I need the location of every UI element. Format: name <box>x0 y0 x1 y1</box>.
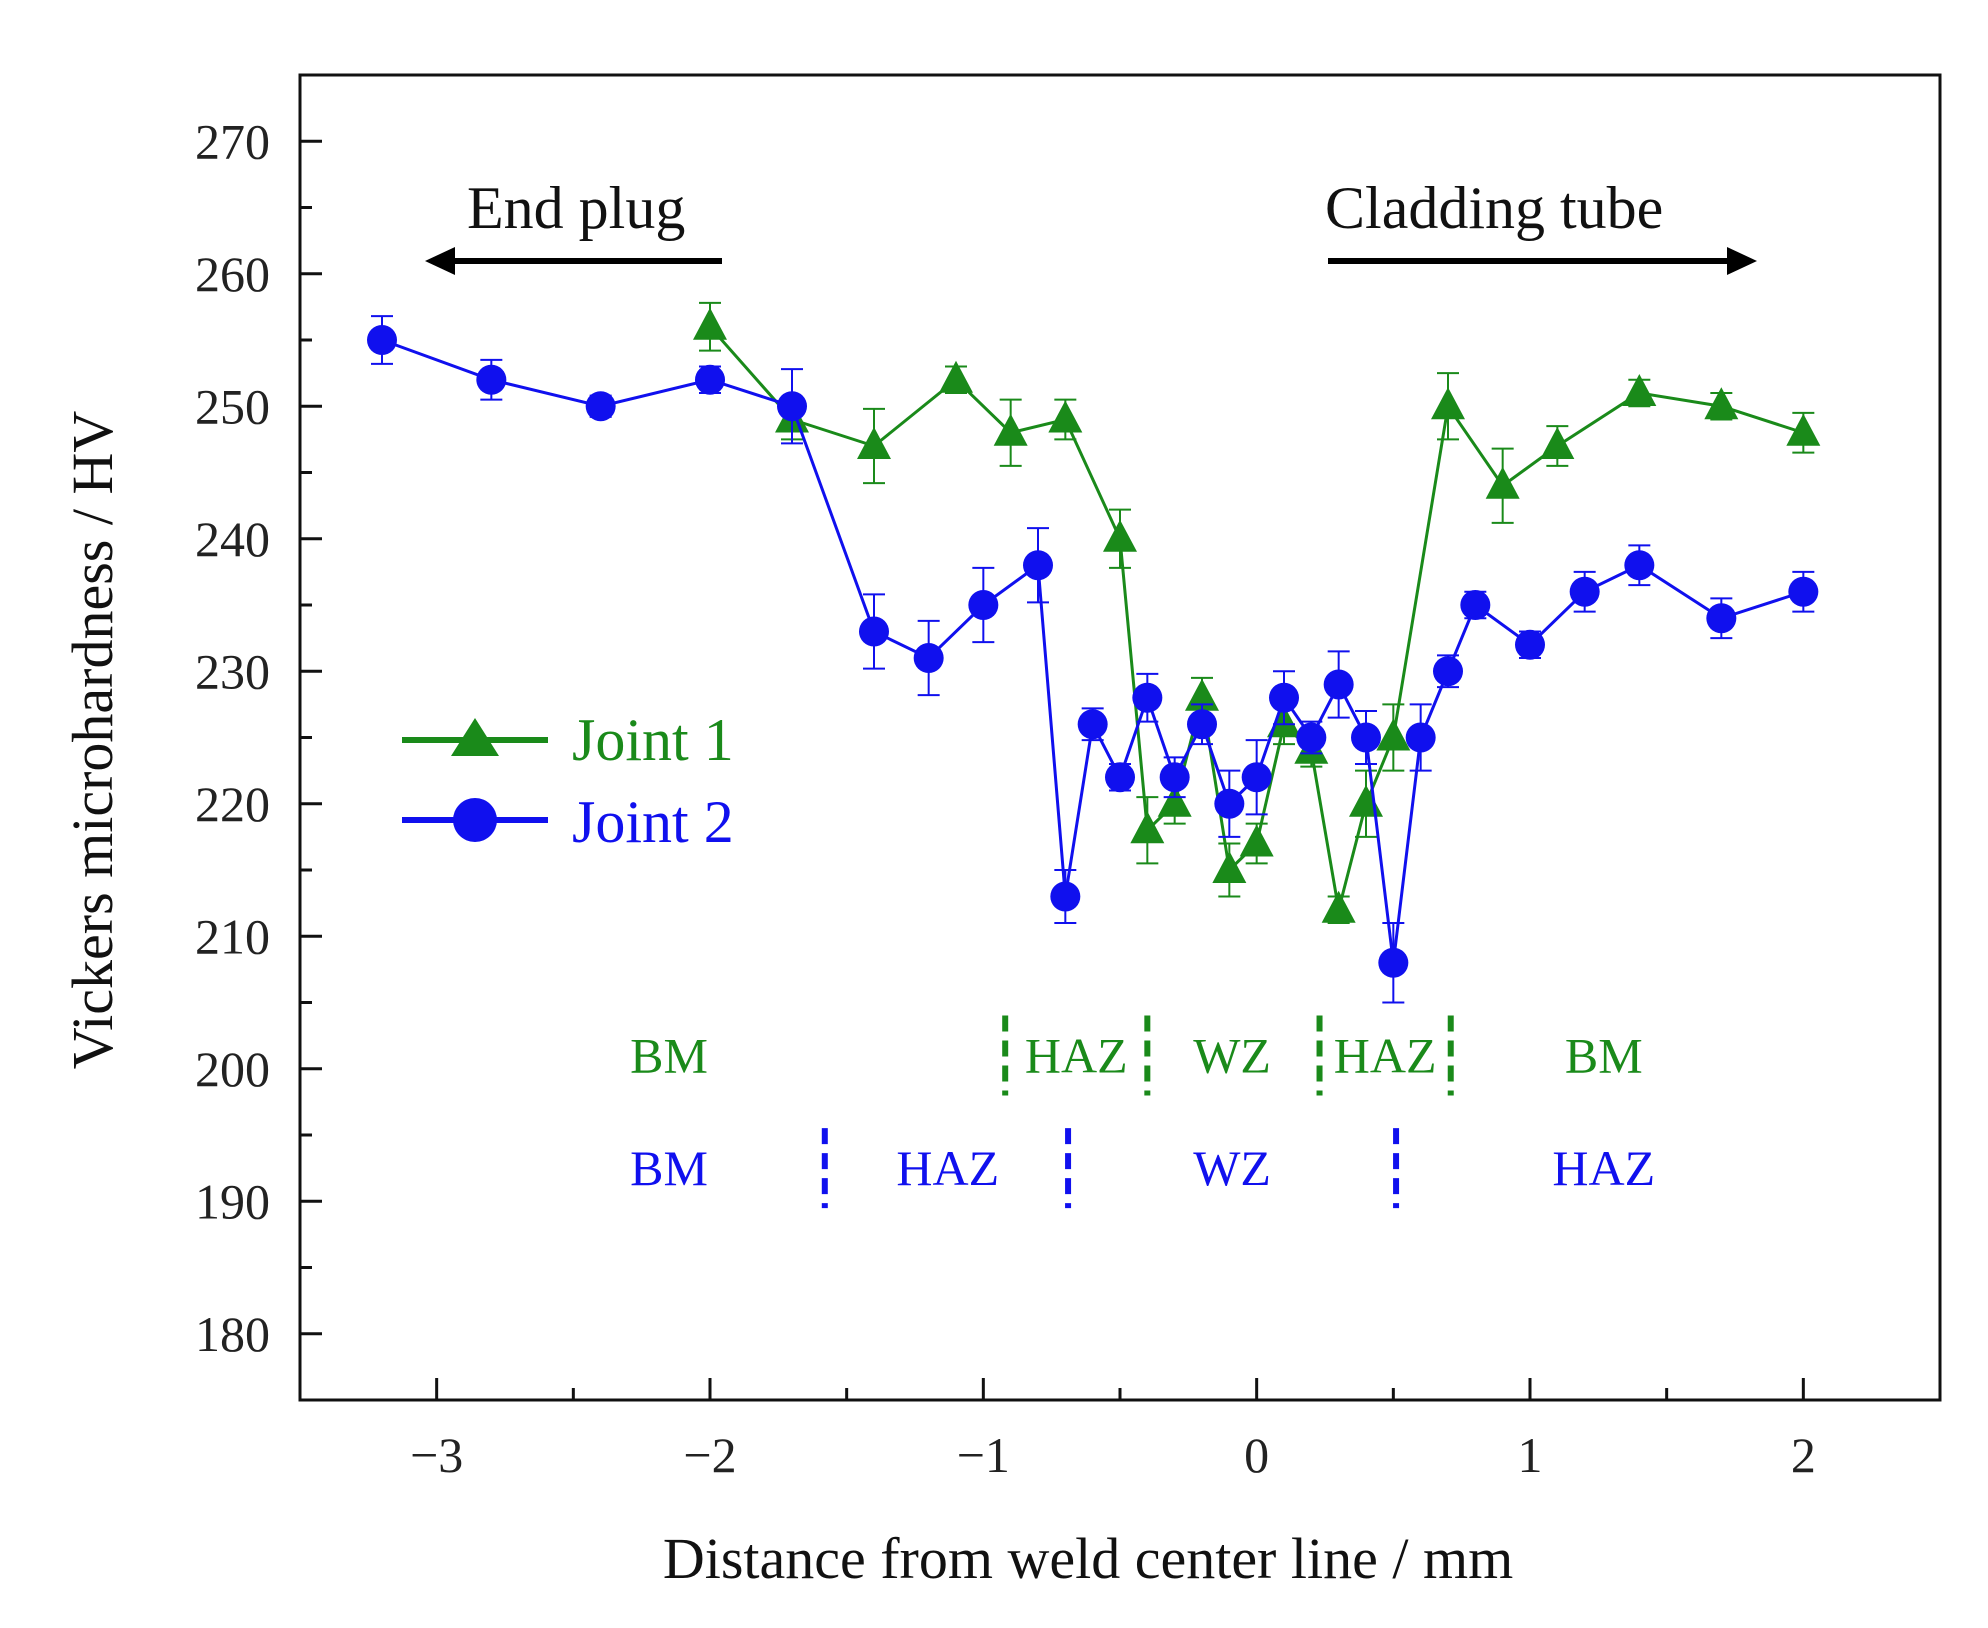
y-tick-label: 200 <box>195 1041 270 1097</box>
data-point-triangle <box>1704 387 1739 420</box>
cladding-tube-arrow-head <box>1727 247 1757 275</box>
data-point-circle <box>1132 682 1163 713</box>
x-tick-label: 2 <box>1791 1427 1816 1483</box>
zone-label-joint1: HAZ <box>1334 1028 1437 1084</box>
zone-label-joint2: WZ <box>1193 1140 1271 1196</box>
zone-label-joint1: BM <box>630 1028 708 1084</box>
y-tick-label: 250 <box>195 378 270 434</box>
zone-annotations: BM HAZ WZ HAZ BM BM HAZ WZ HAZ <box>630 1015 1655 1209</box>
x-tick-label: −1 <box>957 1427 1010 1483</box>
x-tick-label: −2 <box>683 1427 736 1483</box>
legend-triangle-icon <box>451 718 499 756</box>
y-tick-label: 220 <box>195 776 270 832</box>
y-tick-label: 270 <box>195 113 270 169</box>
cladding-tube-annotation: Cladding tube <box>1325 175 1757 275</box>
y-tick-label: 260 <box>195 246 270 302</box>
data-point-circle <box>1105 762 1135 793</box>
data-point-circle <box>1378 947 1409 978</box>
y-axis-title: Vickers microhardness / HV <box>60 411 125 1070</box>
data-point-circle <box>777 391 807 422</box>
data-point-triangle <box>1048 400 1083 433</box>
axis-ticks: −3 −2 −1 0 1 2 180 190 200 210 220 230 240 250 260 270 <box>195 73 1942 1483</box>
data-point-triangle <box>939 360 973 393</box>
data-point-circle <box>1460 590 1491 620</box>
data-point-circle <box>1214 788 1245 819</box>
end-plug-arrow-head <box>425 247 455 275</box>
data-point-circle <box>1050 881 1081 912</box>
data-point-triangle <box>1239 824 1274 857</box>
x-tick-label: −3 <box>410 1427 463 1483</box>
series-layer <box>367 301 1821 1004</box>
x-axis-title: Distance from weld center line / mm <box>663 1526 1513 1591</box>
data-point-triangle <box>993 413 1028 446</box>
zone-label-joint2: HAZ <box>1552 1140 1655 1196</box>
y-tick-label: 230 <box>195 643 270 699</box>
legend-circle-icon <box>453 798 497 842</box>
zone-label-joint1: HAZ <box>1025 1028 1128 1084</box>
data-point-triangle <box>1622 374 1657 406</box>
series-line <box>381 338 1804 963</box>
data-point-triangle <box>1212 851 1247 883</box>
end-plug-annotation: End plug <box>425 175 722 275</box>
data-point-circle <box>1624 550 1655 581</box>
data-point-circle <box>1296 722 1327 753</box>
data-point-triangle <box>693 307 727 340</box>
zone-label-joint1: WZ <box>1193 1028 1271 1084</box>
data-point-circle <box>913 643 944 673</box>
data-point-circle <box>367 325 397 355</box>
x-tick-label: 0 <box>1244 1427 1269 1483</box>
data-point-circle <box>1706 603 1737 634</box>
data-point-circle <box>1187 709 1217 740</box>
legend-entry-joint-2: Joint 2 <box>402 789 734 855</box>
data-point-circle <box>1023 550 1053 581</box>
zone-label-joint2: HAZ <box>896 1140 999 1196</box>
x-tick-label: 1 <box>1518 1427 1543 1483</box>
series-joint-1 <box>693 301 1821 924</box>
data-point-circle <box>859 616 889 647</box>
data-point-circle <box>1269 682 1299 713</box>
data-point-triangle <box>1349 784 1383 817</box>
legend: Joint 1 Joint 2 <box>402 707 734 855</box>
data-point-triangle <box>857 427 891 459</box>
legend-label-joint-1: Joint 1 <box>572 707 734 773</box>
y-tick-label: 240 <box>195 511 270 567</box>
data-point-circle <box>1159 762 1190 793</box>
data-point-triangle <box>1321 890 1356 923</box>
data-point-triangle <box>1185 678 1219 711</box>
y-tick-label: 180 <box>195 1306 270 1362</box>
data-point-circle <box>1515 629 1545 660</box>
data-point-triangle <box>1540 427 1575 459</box>
y-tick-label: 190 <box>195 1173 270 1229</box>
data-point-circle <box>1569 576 1600 607</box>
legend-entry-joint-1: Joint 1 <box>402 707 734 773</box>
end-plug-label: End plug <box>467 175 685 241</box>
zone-label-joint2: BM <box>630 1140 708 1196</box>
data-point-triangle <box>1376 718 1411 751</box>
cladding-tube-label: Cladding tube <box>1325 175 1663 241</box>
data-point-circle <box>968 590 999 620</box>
data-point-circle <box>1241 762 1272 793</box>
zone-label-joint1: BM <box>1565 1028 1643 1084</box>
data-point-circle <box>1788 576 1819 607</box>
data-point-circle <box>1077 709 1108 740</box>
data-point-triangle <box>1157 784 1192 817</box>
data-point-circle <box>1433 656 1463 687</box>
data-point-circle <box>476 364 507 395</box>
data-point-circle <box>695 364 725 395</box>
data-point-triangle <box>1485 466 1520 499</box>
y-tick-label: 210 <box>195 908 270 964</box>
data-point-triangle <box>1786 413 1821 446</box>
data-point-triangle <box>1103 519 1137 552</box>
data-point-circle <box>585 391 616 422</box>
data-point-triangle <box>1130 811 1165 844</box>
series-joint-2 <box>367 315 1819 1004</box>
data-point-circle <box>1351 722 1381 753</box>
data-point-triangle <box>1431 387 1465 420</box>
data-point-circle <box>1405 722 1436 753</box>
legend-label-joint-2: Joint 2 <box>572 789 734 855</box>
data-point-circle <box>1323 669 1354 700</box>
